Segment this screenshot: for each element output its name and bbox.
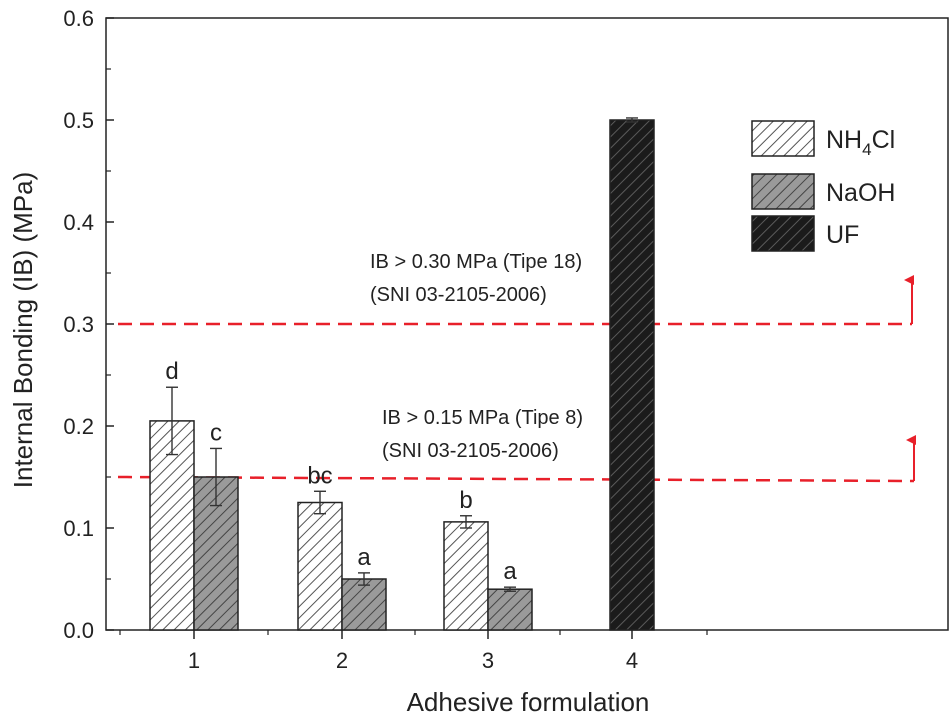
significance-label: c [210,419,222,446]
y-tick-label: 0.3 [63,312,94,337]
legend-label-nh4cl-main: NH [826,126,862,154]
significance-label: b [459,487,472,514]
x-tick-label: 2 [336,648,348,673]
bar-naoh-3 [487,588,533,631]
y-tick-label: 0.0 [63,618,94,643]
legend-label-nh4cl-sub: 4 [862,140,871,159]
significance-label: d [165,358,178,385]
y-tick-label: 0.6 [63,6,94,31]
y-tick-label: 0.2 [63,414,94,439]
bar-nh4cl-3 [443,521,489,631]
x-tick-label: 3 [482,648,494,673]
legend-label-naoh: NaOH [826,179,895,207]
significance-label: a [357,544,371,571]
bar-naoh-2 [341,578,387,631]
x-tick-label: 4 [626,648,638,673]
significance-label: bc [307,462,332,489]
y-axis: 0.0 0.1 0.2 0.3 0.4 0.5 0.6 [63,6,114,643]
x-axis: 1 2 3 4 [119,630,708,673]
bar-nh4cl-2 [297,501,343,631]
reference-label-line2: (SNI 03-2105-2006) [382,440,559,462]
y-tick-label: 0.1 [63,516,94,541]
legend-label-nh4cl-tail: Cl [872,126,896,154]
y-tick-label: 0.4 [63,210,94,235]
legend-swatch-uf [751,215,815,252]
reference-label-line1: IB > 0.15 MPa (Tipe 8) [382,407,583,429]
bar-uf-4 [609,119,655,631]
legend: NH4Cl NaOH UF [751,120,895,252]
reference-line [117,475,915,483]
x-axis-title: Adhesive formulation [407,687,650,717]
bar-group: d c bc a b a [149,117,655,631]
y-tick-label: 0.5 [63,108,94,133]
legend-swatch-nh4cl [751,120,815,157]
reference-label-line1: IB > 0.30 MPa (Tipe 18) [370,251,582,273]
legend-label-uf: UF [826,221,859,249]
legend-label-nh4cl: NH4Cl [826,126,895,159]
reference-label-line2: (SNI 03-2105-2006) [370,284,547,306]
reference-lines: IB > 0.30 MPa (Tipe 18) (SNI 03-2105-2006… [117,251,916,483]
legend-swatch-naoh [751,173,815,210]
y-axis-title: Internal Bonding (IB) (MPa) [8,172,38,488]
significance-label: a [503,558,517,585]
x-tick-label: 1 [188,648,200,673]
